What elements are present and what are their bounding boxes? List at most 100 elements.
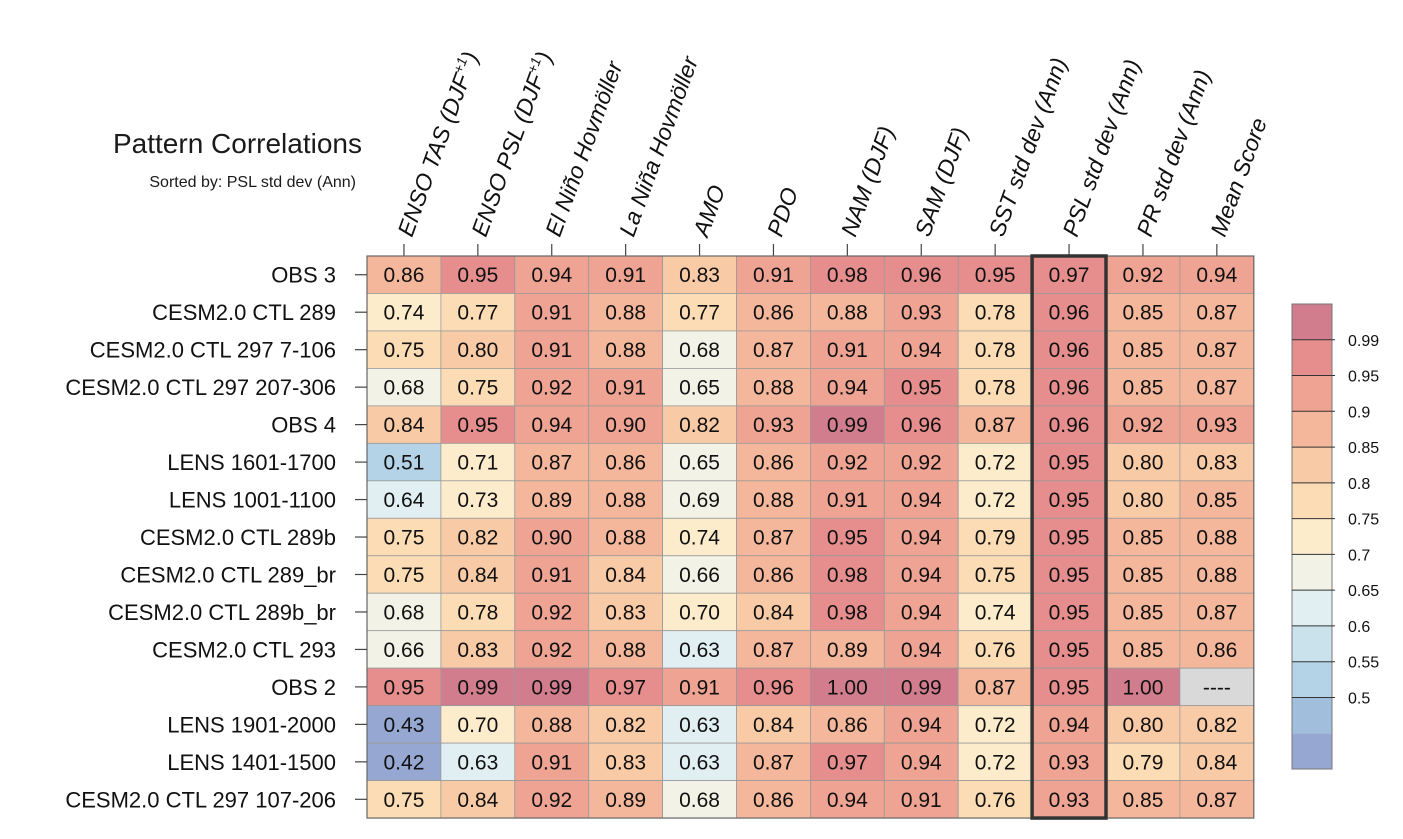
heatmap-cell bbox=[588, 705, 664, 744]
cell-value: 0.98 bbox=[827, 601, 868, 624]
cell-value: 0.95 bbox=[1049, 601, 1090, 624]
cell-value: 0.86 bbox=[753, 452, 794, 475]
colorbar-swatch bbox=[1292, 554, 1332, 591]
heatmap-cell bbox=[1179, 293, 1255, 332]
cell-value: 0.66 bbox=[384, 639, 425, 662]
cell-value: 0.95 bbox=[1049, 639, 1090, 662]
cell-value: 0.88 bbox=[753, 489, 794, 512]
cell-value: 0.85 bbox=[1123, 527, 1164, 550]
heatmap-cell bbox=[514, 442, 590, 482]
cell-value: 0.93 bbox=[753, 414, 794, 437]
colorbar-label: 0.6 bbox=[1348, 619, 1370, 636]
heatmap-cell bbox=[662, 293, 737, 332]
heatmap-cell bbox=[440, 742, 516, 781]
cell-value: 0.94 bbox=[901, 639, 942, 662]
cell-value: 0.78 bbox=[975, 339, 1016, 362]
cell-value: 0.94 bbox=[901, 527, 942, 550]
cell-value: 0.85 bbox=[1123, 789, 1164, 812]
heatmap-cell bbox=[440, 555, 516, 594]
row-label: CESM2.0 CTL 293 bbox=[152, 637, 336, 662]
heatmap-cell bbox=[736, 780, 811, 819]
row-label: CESM2.0 CTL 297 7-106 bbox=[90, 338, 336, 363]
cell-value: 0.99 bbox=[827, 414, 868, 437]
cell-value: 0.68 bbox=[384, 377, 425, 400]
cell-value: 0.94 bbox=[1196, 264, 1237, 287]
cell-value: 0.80 bbox=[1123, 714, 1164, 737]
cell-value: 0.75 bbox=[384, 527, 425, 550]
cell-value: 0.84 bbox=[753, 601, 794, 624]
heatmap-cell bbox=[514, 742, 590, 781]
heatmap-cell bbox=[1031, 368, 1107, 407]
heatmap-cell bbox=[736, 742, 811, 781]
cell-value: 0.95 bbox=[901, 377, 942, 400]
cell-value: 0.96 bbox=[901, 264, 942, 287]
cell-value: 0.94 bbox=[901, 564, 942, 587]
row-label: OBS 3 bbox=[271, 263, 336, 288]
heatmap-cell bbox=[736, 293, 811, 332]
heatmap-cell bbox=[662, 517, 737, 557]
heatmap-cell bbox=[1031, 293, 1107, 332]
cell-value: 0.86 bbox=[753, 564, 794, 587]
colorbar-swatch bbox=[1292, 447, 1332, 483]
cell-value: 0.72 bbox=[975, 714, 1016, 737]
cell-value: 0.96 bbox=[1049, 302, 1090, 325]
heatmap-grid: 0.86 0.95 0.94 0.91 0.83 0.91 0.98 0.96 0.95 0.97… bbox=[366, 254, 1255, 820]
heatmap-cell bbox=[1179, 330, 1255, 369]
cell-value: 0.87 bbox=[753, 751, 794, 774]
cell-value: 0.71 bbox=[457, 452, 498, 475]
heatmap-cell bbox=[588, 517, 664, 557]
cell-value: 0.82 bbox=[679, 414, 720, 437]
column-label: PDO bbox=[762, 184, 804, 240]
heatmap-cell bbox=[662, 368, 737, 407]
cell-value: 0.93 bbox=[1049, 789, 1090, 812]
cell-value: 0.86 bbox=[1196, 639, 1237, 662]
heatmap-cell bbox=[1105, 480, 1181, 519]
heatmap-cell bbox=[588, 442, 664, 482]
cell-value: 0.88 bbox=[605, 639, 646, 662]
cell-value: 0.72 bbox=[975, 452, 1016, 475]
heatmap-cell bbox=[957, 742, 1033, 781]
colorbar-label: 0.65 bbox=[1348, 583, 1379, 600]
heatmap-cell bbox=[810, 517, 885, 557]
heatmap-cell bbox=[1105, 555, 1181, 594]
sorted-column-highlight bbox=[1030, 254, 1108, 820]
cell-value: 0.83 bbox=[1196, 452, 1237, 475]
cell-value: 0.91 bbox=[679, 676, 720, 699]
heatmap-cell bbox=[1105, 255, 1181, 294]
heatmap-cell bbox=[810, 592, 885, 632]
colorbar-swatch bbox=[1292, 304, 1332, 340]
colorbar-label: 0.55 bbox=[1348, 655, 1379, 672]
heatmap-cell bbox=[1179, 255, 1255, 294]
colorbar-swatch bbox=[1292, 625, 1332, 662]
heatmap-cell bbox=[440, 368, 516, 407]
heatmap-cell bbox=[810, 742, 885, 781]
cell-value: 0.42 bbox=[384, 751, 425, 774]
cell-value: 0.80 bbox=[1123, 489, 1164, 512]
cell-value: 0.94 bbox=[901, 489, 942, 512]
heatmap-cell bbox=[883, 517, 959, 557]
heatmap-cell bbox=[440, 667, 516, 707]
cell-value: 0.88 bbox=[605, 489, 646, 512]
cell-value: 0.66 bbox=[679, 564, 720, 587]
heatmap-cell bbox=[957, 442, 1033, 482]
cell-value: 0.76 bbox=[975, 789, 1016, 812]
heatmap-cell bbox=[1031, 592, 1107, 632]
cell-value: 0.82 bbox=[1196, 714, 1237, 737]
heatmap-cell bbox=[736, 442, 811, 482]
cell-value: 0.91 bbox=[531, 339, 572, 362]
cell-value: 0.63 bbox=[679, 751, 720, 774]
cell-value: 0.88 bbox=[1196, 527, 1237, 550]
cell-value: 0.87 bbox=[975, 676, 1016, 699]
heatmap-cell bbox=[366, 442, 442, 482]
cell-value: 0.97 bbox=[1049, 264, 1090, 287]
cell-value: 0.78 bbox=[457, 601, 498, 624]
cell-value: 0.91 bbox=[605, 264, 646, 287]
cell-value: ---- bbox=[1203, 676, 1231, 699]
heatmap-cell bbox=[883, 780, 959, 819]
cell-value: 0.84 bbox=[753, 714, 794, 737]
colorbar-swatch bbox=[1292, 375, 1332, 412]
cell-value: 0.85 bbox=[1123, 639, 1164, 662]
cell-value: 0.63 bbox=[457, 751, 498, 774]
cell-value: 0.87 bbox=[1196, 377, 1237, 400]
